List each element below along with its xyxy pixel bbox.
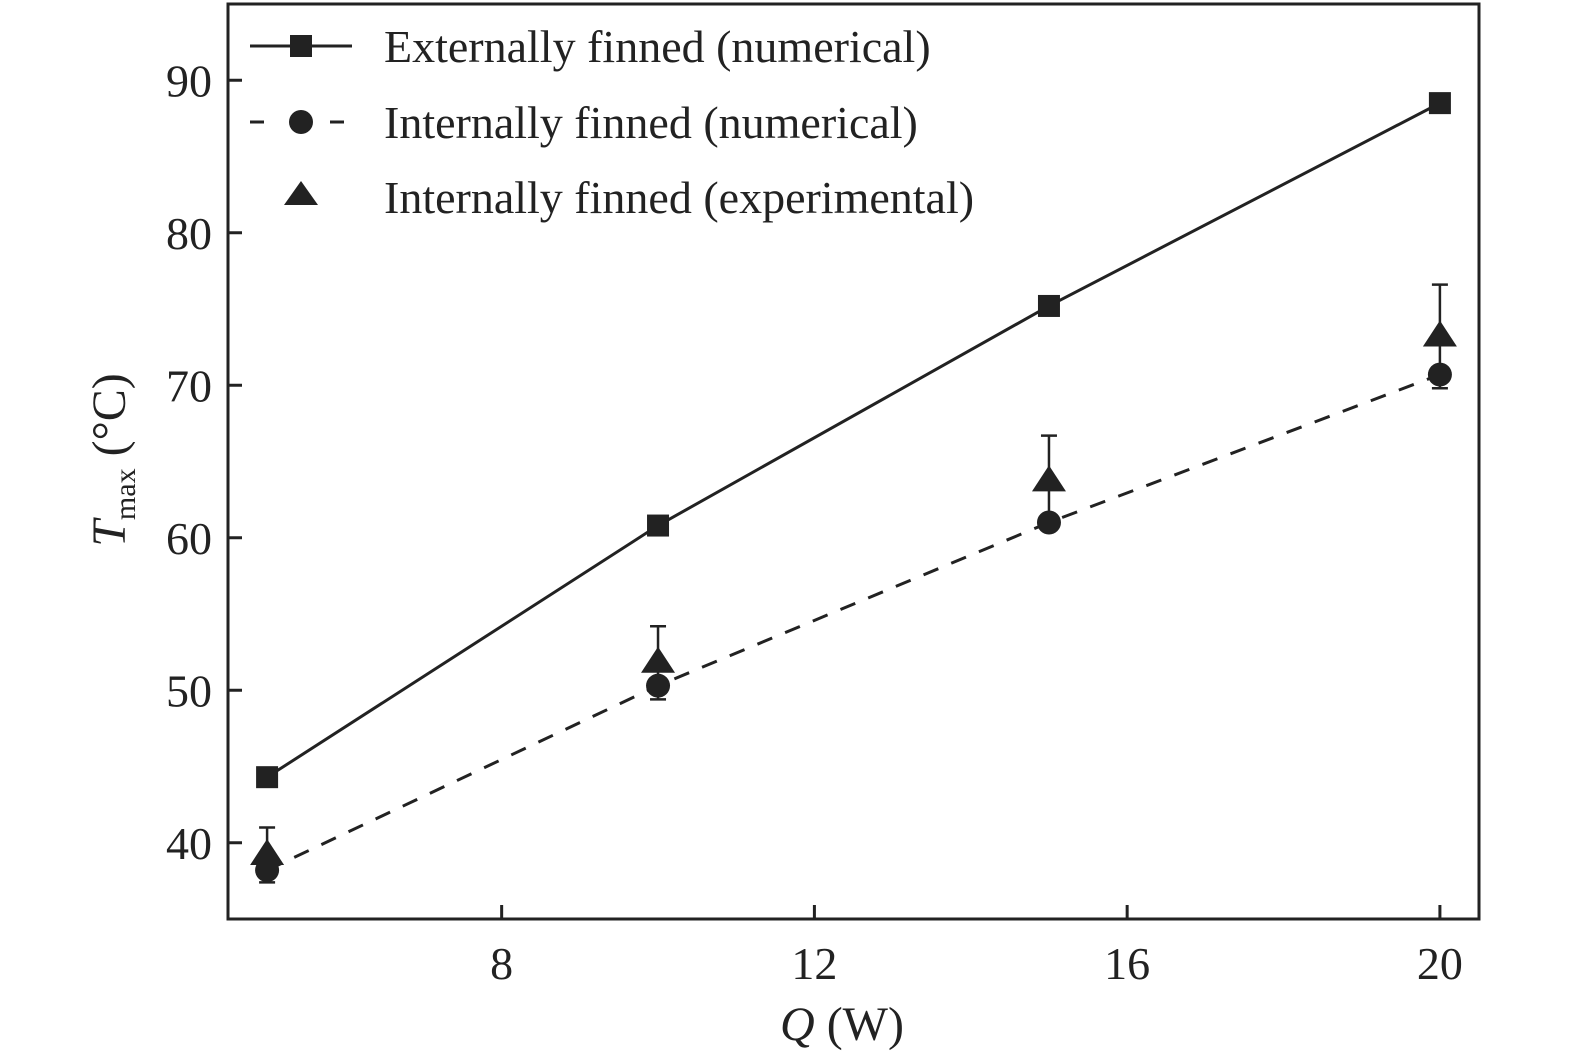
data-point-internally-finned-experimental-10 bbox=[641, 646, 676, 673]
y-tick-label-50: 50 bbox=[166, 665, 212, 716]
data-point-externally-finned-numerical-5 bbox=[256, 766, 279, 789]
y-axis-title: Tmax (°C) bbox=[83, 373, 142, 547]
y-tick-label-40: 40 bbox=[166, 818, 212, 869]
series-line-internally-finned-numerical bbox=[266, 373, 1441, 872]
series-layer bbox=[250, 92, 1457, 884]
x-axis-unit: (W) bbox=[815, 998, 904, 1051]
legend-label-externally-finned-numerical: Externally finned (numerical) bbox=[384, 21, 931, 72]
data-point-internally-finned-experimental-5 bbox=[250, 838, 285, 865]
x-tick-label-8: 8 bbox=[490, 938, 513, 989]
y-tick-label-70: 70 bbox=[166, 360, 212, 411]
legend: Externally finned (numerical) Internally… bbox=[250, 21, 974, 223]
y-tick-label-90: 90 bbox=[166, 55, 212, 106]
y-axis-symbol: T bbox=[83, 517, 136, 547]
x-axis-ticks: 8 12 16 20 bbox=[490, 905, 1463, 989]
data-point-externally-finned-numerical-10 bbox=[647, 514, 670, 537]
legend-label-internally-finned-numerical: Internally finned (numerical) bbox=[384, 97, 918, 148]
plot-area-frame bbox=[226, 2, 1481, 921]
legend-label-internally-finned-experimental: Internally finned (experimental) bbox=[384, 172, 974, 223]
x-axis-title: Q (W) bbox=[780, 998, 904, 1051]
data-point-externally-finned-numerical-20 bbox=[1428, 92, 1451, 115]
data-point-internally-finned-experimental-15 bbox=[1031, 465, 1066, 492]
y-axis-subscript: max bbox=[109, 468, 142, 520]
x-axis-symbol: Q bbox=[780, 998, 815, 1051]
legend-triangle-marker bbox=[284, 181, 318, 205]
y-axis-unit: (°C) bbox=[83, 373, 136, 468]
y-tick-label-80: 80 bbox=[166, 208, 212, 259]
x-tick-label-12: 12 bbox=[791, 938, 837, 989]
series-line-externally-finned-numerical bbox=[266, 101, 1441, 779]
legend-square-marker bbox=[290, 35, 312, 57]
legend-circle-marker bbox=[289, 110, 313, 134]
data-point-internally-finned-experimental-20 bbox=[1422, 320, 1457, 347]
x-tick-label-20: 20 bbox=[1417, 938, 1463, 989]
y-axis-ticks: 40 50 60 70 80 90 bbox=[166, 55, 242, 869]
y-tick-label-60: 60 bbox=[166, 513, 212, 564]
data-point-externally-finned-numerical-15 bbox=[1037, 294, 1060, 317]
x-tick-label-16: 16 bbox=[1104, 938, 1150, 989]
